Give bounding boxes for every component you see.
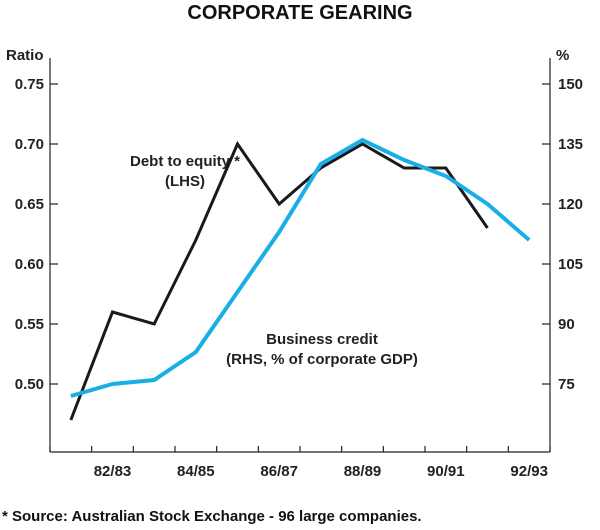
right-tick-label: 120 — [558, 196, 583, 213]
x-tick-label: 90/91 — [427, 463, 465, 480]
left-tick-label: 0.50 — [15, 376, 44, 393]
x-tick-label: 86/87 — [260, 463, 298, 480]
credit-annotation-line2: (RHS, % of corporate GDP) — [226, 351, 418, 368]
tick-labels: 0.75 0.70 0.65 0.60 0.55 0.50 150 135 120 105 90 75… — [15, 76, 583, 480]
right-tick-label: 105 — [558, 256, 583, 273]
left-tick-label: 0.75 — [15, 76, 44, 93]
chart-title: CORPORATE GEARING — [187, 2, 413, 24]
credit-annotation-line1: Business credit — [266, 331, 378, 348]
left-axis-label: Ratio — [6, 47, 44, 64]
x-tick-label: 84/85 — [177, 463, 215, 480]
axis-ticks — [49, 83, 551, 452]
debt-annotation-line2: (LHS) — [165, 173, 205, 190]
series-lines — [69, 137, 531, 421]
series-line-business-credit — [70, 137, 531, 398]
series-line-debt-to-equity — [69, 140, 489, 421]
debt-annotation-line1: Debt to equity * — [130, 153, 240, 170]
left-tick-label: 0.65 — [15, 196, 44, 213]
right-tick-label: 90 — [558, 316, 575, 333]
x-tick-label: 82/83 — [94, 463, 132, 480]
x-tick-label: 88/89 — [344, 463, 382, 480]
left-tick-label: 0.70 — [15, 136, 44, 153]
plot-frame — [49, 58, 551, 453]
left-tick-label: 0.55 — [15, 316, 44, 333]
x-tick-label: 92/93 — [510, 463, 548, 480]
right-tick-label: 150 — [558, 76, 583, 93]
right-tick-label: 135 — [558, 136, 583, 153]
left-tick-label: 0.60 — [15, 256, 44, 273]
source-footnote: * Source: Australian Stock Exchange - 96… — [2, 508, 422, 525]
right-tick-label: 75 — [558, 376, 575, 393]
right-axis-label: % — [556, 47, 569, 64]
